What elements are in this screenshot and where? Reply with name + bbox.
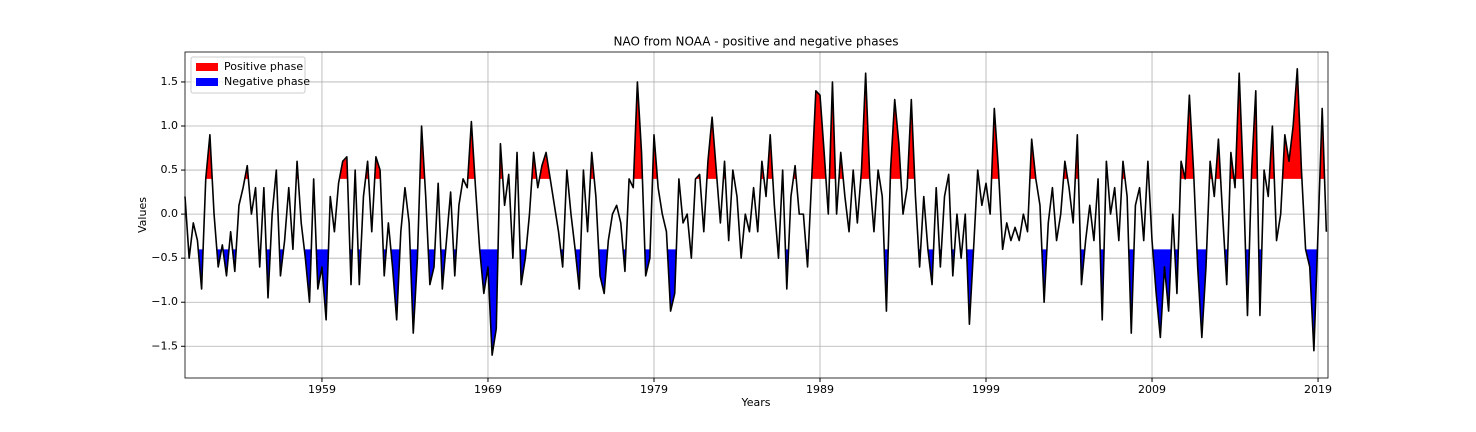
y-axis-label: Values: [136, 197, 149, 233]
line: [184, 67, 1328, 356]
y-tick-label: 0.5: [161, 163, 179, 176]
legend-box: [190, 56, 306, 94]
phase-fill: [467, 121, 475, 179]
phase-fill: [598, 249, 608, 294]
x-axis-label: Years: [740, 396, 770, 409]
x-tick-label: 1969: [474, 383, 502, 396]
phase-fill: [1196, 249, 1207, 338]
y-tick-label: 1.5: [161, 75, 179, 88]
y-tick-label: −1.0: [151, 295, 178, 308]
phase-fill: [1185, 95, 1194, 179]
x-tick-label: 1989: [806, 383, 834, 396]
y-tick-label: −0.5: [151, 251, 178, 264]
phase-fill: [1235, 73, 1244, 179]
x-tick-label: 1959: [308, 383, 336, 396]
y-tick-label: −1.5: [151, 339, 178, 352]
y-tick-label: 0.0: [161, 207, 179, 220]
phase-fill: [890, 99, 901, 179]
phase-fill: [907, 99, 915, 179]
legend-label: Positive phase: [224, 60, 303, 73]
plot-frame: [184, 51, 1329, 379]
x-tick-label: 1999: [972, 383, 1000, 396]
phase-fill: [410, 249, 418, 334]
x-tick-label: 2019: [1304, 383, 1332, 396]
phase-fill: [339, 156, 348, 179]
chart-title: NAO from NOAA - positive and negative ph…: [614, 35, 899, 49]
phase-fill: [479, 249, 499, 356]
x-tick-label: 2009: [1138, 383, 1166, 396]
phase-fill: [633, 81, 643, 179]
x-tick-label: 1979: [640, 383, 668, 396]
legend-swatch: [196, 78, 218, 86]
phase-fill: [539, 152, 551, 179]
phase-fill: [860, 73, 870, 179]
phase-fill: [1152, 249, 1172, 338]
legend-swatch: [196, 63, 218, 71]
phase-fill: [706, 117, 717, 179]
y-tick-label: 1.0: [161, 119, 179, 132]
legend-label: Negative phase: [224, 75, 310, 88]
